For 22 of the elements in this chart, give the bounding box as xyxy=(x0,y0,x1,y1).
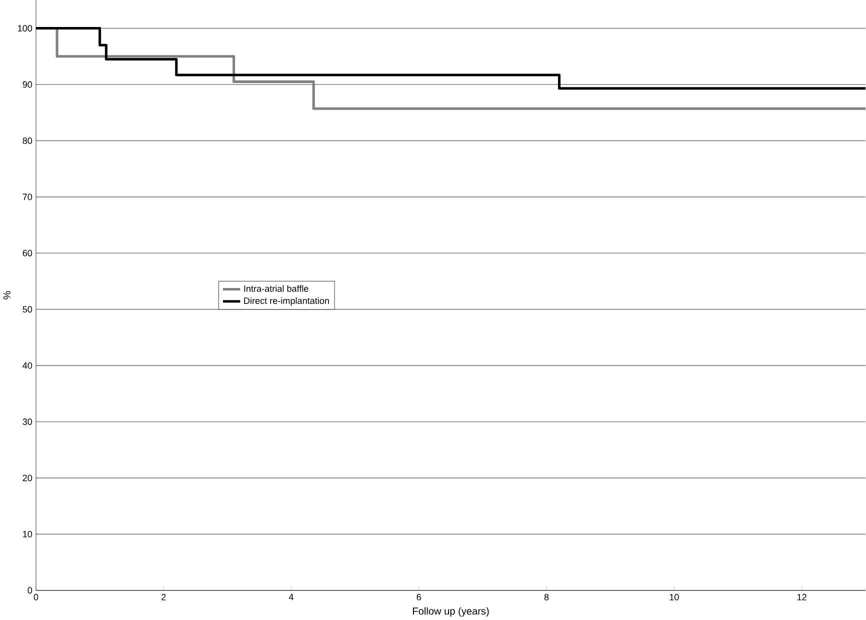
y-tick-label: 40 xyxy=(22,362,32,369)
y-tick-label: 20 xyxy=(22,474,32,482)
y-tick-label: 80 xyxy=(22,138,32,144)
x-axis-title: Follow up (years) xyxy=(413,607,489,617)
y-tick-label: 0 xyxy=(28,587,32,594)
y-tick-label: 60 xyxy=(22,250,32,256)
x-tick-label: 0 xyxy=(34,594,38,600)
x-tick-label: 2 xyxy=(162,594,166,600)
y-tick-label: 100 xyxy=(18,25,32,32)
y-tick-label: 30 xyxy=(22,418,32,425)
y-tick-label: 90 xyxy=(22,81,32,88)
legend-label: Intra-atrial baffle xyxy=(244,285,308,292)
x-tick-label: 6 xyxy=(416,594,422,600)
x-tick-label: 12 xyxy=(797,594,806,600)
y-tick-label: 70 xyxy=(22,194,32,200)
legend-label: Direct re-implantation xyxy=(244,297,329,306)
y-axis-title: % xyxy=(3,291,10,300)
x-tick-label: 4 xyxy=(288,594,294,600)
y-tick-label: 10 xyxy=(23,530,32,538)
x-tick-label: 10 xyxy=(670,594,679,600)
y-tick-label: 50 xyxy=(22,306,32,313)
x-tick-label: 8 xyxy=(544,594,549,600)
